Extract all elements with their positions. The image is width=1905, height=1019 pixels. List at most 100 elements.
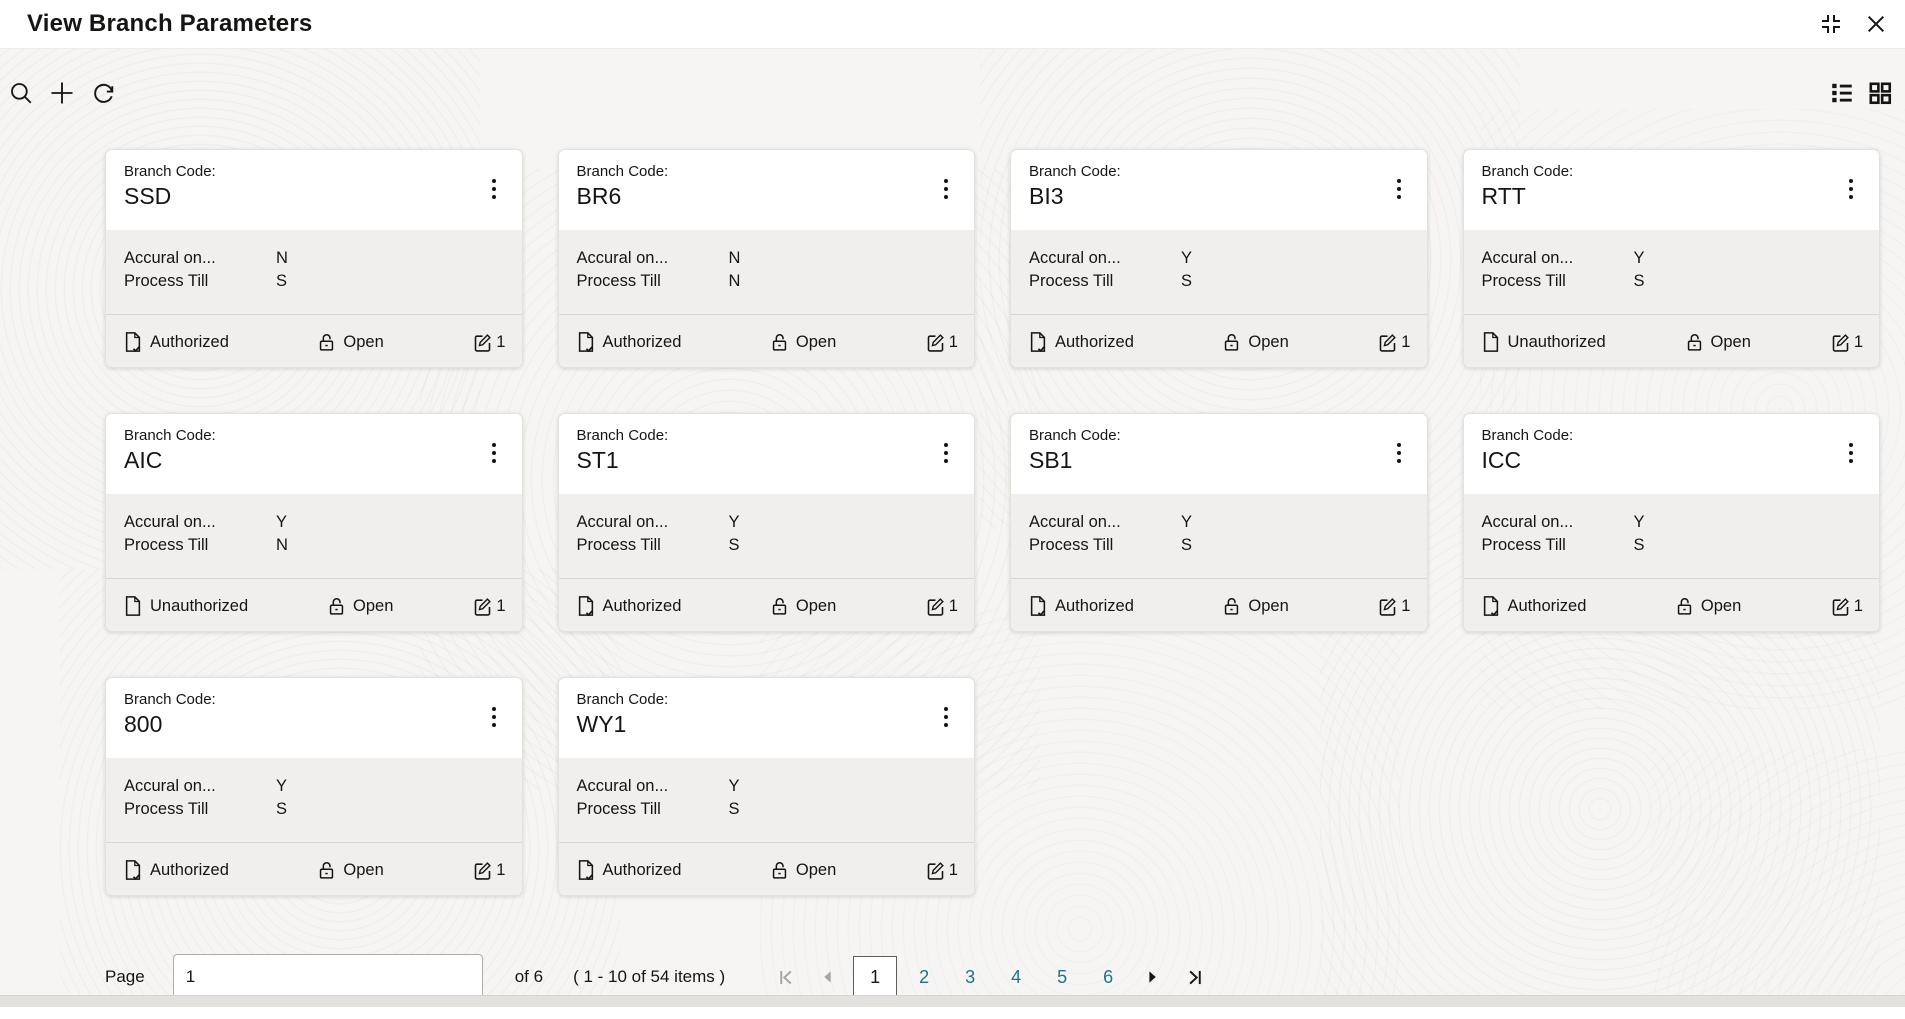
card-menu-button[interactable]: [928, 163, 964, 215]
accrual-label: Accural on...: [1481, 249, 1574, 267]
authorized-doc-check-icon: [123, 859, 143, 881]
accrual-label: Accural on...: [124, 777, 216, 795]
refresh-icon[interactable]: [90, 80, 117, 107]
open-lock-icon: [327, 595, 346, 617]
page-count-label: of 6: [514, 967, 544, 986]
list-view-icon[interactable]: [1829, 80, 1855, 106]
branch-code-label: Branch Code:: [1029, 427, 1121, 444]
authorized-doc-check-icon: [576, 859, 596, 881]
branch-code-value: BI3: [1029, 183, 1064, 209]
content-area: Branch Code: SSD Accural on... N Process…: [0, 48, 1905, 1007]
branch-code-label: Branch Code:: [124, 427, 216, 444]
edit-count: 1: [1830, 332, 1863, 353]
grid-view-icon[interactable]: [1867, 80, 1893, 106]
accrual-value: Y: [728, 777, 740, 795]
edit-count: 1: [472, 332, 505, 353]
auth-status-text: Authorized: [1055, 596, 1134, 615]
record-status: Open: [770, 331, 836, 353]
record-status: Open: [1222, 331, 1289, 353]
edit-pencil-icon: [472, 860, 493, 881]
record-status-text: Open: [343, 860, 384, 879]
card-menu-button[interactable]: [1833, 163, 1869, 215]
accrual-label: Accural on...: [124, 513, 216, 531]
page-input[interactable]: [172, 954, 483, 1000]
record-status: Open: [770, 859, 836, 881]
auth-status-text: Unauthorized: [150, 596, 249, 615]
previous-page-icon[interactable]: [811, 956, 845, 998]
branch-card: Branch Code: SSD Accural on... N Process…: [105, 149, 523, 368]
card-menu-button[interactable]: [476, 427, 512, 479]
auth-status: Authorized: [1028, 331, 1134, 353]
edit-count: 1: [472, 596, 506, 617]
accrual-label: Accural on...: [576, 249, 669, 267]
accrual-label: Accural on...: [576, 513, 669, 531]
accrual-label: Accural on...: [1029, 513, 1121, 531]
add-icon[interactable]: [48, 79, 76, 107]
branch-card: Branch Code: BR6 Accural on... N Process…: [557, 149, 975, 368]
record-status: Open: [1685, 331, 1751, 353]
edit-count: 1: [472, 860, 505, 881]
auth-status-text: Authorized: [150, 332, 229, 351]
branch-code-label: Branch Code:: [1481, 427, 1574, 444]
next-page-icon[interactable]: [1135, 956, 1169, 998]
first-page-icon[interactable]: [769, 956, 803, 998]
page-number-3[interactable]: 3: [951, 956, 989, 998]
last-page-icon[interactable]: [1177, 956, 1211, 998]
open-lock-icon: [317, 331, 336, 353]
branch-code-label: Branch Code:: [124, 163, 216, 180]
auth-status: Authorized: [576, 331, 681, 353]
unauthorized-doc-icon: [1481, 331, 1501, 353]
page-number-4[interactable]: 4: [997, 956, 1035, 998]
card-menu-button[interactable]: [476, 163, 512, 215]
record-status-text: Open: [1710, 332, 1751, 351]
branch-card: Branch Code: SB1 Accural on... Y Process…: [1010, 413, 1428, 632]
search-icon[interactable]: [8, 80, 34, 106]
record-status-text: Open: [1248, 596, 1289, 615]
unauthorized-doc-icon: [123, 595, 143, 617]
card-menu-button[interactable]: [476, 691, 512, 743]
accrual-value: Y: [276, 513, 288, 531]
auth-status: Unauthorized: [123, 595, 248, 617]
auth-status: Authorized: [1028, 595, 1134, 617]
card-menu-button[interactable]: [1381, 427, 1417, 479]
accrual-label: Accural on...: [1029, 249, 1121, 267]
record-status-text: Open: [795, 860, 837, 879]
edit-pencil-icon: [925, 596, 946, 617]
authorized-doc-check-icon: [1481, 595, 1501, 617]
authorized-doc-check-icon: [1028, 331, 1048, 353]
titlebar: View Branch Parameters: [0, 0, 1905, 48]
record-status-text: Open: [795, 596, 837, 615]
card-menu-button[interactable]: [1381, 163, 1417, 215]
card-menu-button[interactable]: [928, 427, 964, 479]
edit-pencil-icon: [1377, 596, 1398, 617]
page-number-5[interactable]: 5: [1043, 956, 1081, 998]
accrual-label: Accural on...: [124, 249, 216, 267]
card-menu-button[interactable]: [928, 691, 964, 743]
edit-count-text: 1: [948, 332, 958, 351]
edit-count-text: 1: [1853, 596, 1863, 615]
collapse-icon[interactable]: [1819, 12, 1843, 36]
edit-count-text: 1: [496, 596, 506, 615]
close-icon[interactable]: [1865, 13, 1887, 35]
branch-card: Branch Code: RTT Accural on... Y Process…: [1462, 149, 1880, 368]
process-till-value: N: [276, 536, 288, 554]
edit-count-text: 1: [948, 596, 958, 615]
branch-card: Branch Code: BI3 Accural on... Y Process…: [1010, 149, 1428, 368]
edit-count-text: 1: [1401, 332, 1411, 351]
auth-status-text: Authorized: [1055, 332, 1134, 351]
card-menu-button[interactable]: [1833, 427, 1869, 479]
branch-code-value: BR6: [576, 183, 622, 209]
page-number-2[interactable]: 2: [905, 956, 943, 998]
edit-count: 1: [1377, 596, 1410, 617]
branch-code-value: ICC: [1481, 447, 1522, 473]
branch-code-label: Branch Code:: [576, 427, 669, 444]
auth-status: Unauthorized: [1481, 331, 1606, 353]
open-lock-icon: [317, 859, 336, 881]
branch-code-label: Branch Code:: [576, 691, 669, 708]
record-status: Open: [1675, 595, 1741, 617]
record-status-text: Open: [353, 596, 394, 615]
page-number-1[interactable]: 1: [853, 956, 898, 998]
record-status: Open: [327, 595, 393, 617]
page-number-6[interactable]: 6: [1089, 956, 1127, 998]
